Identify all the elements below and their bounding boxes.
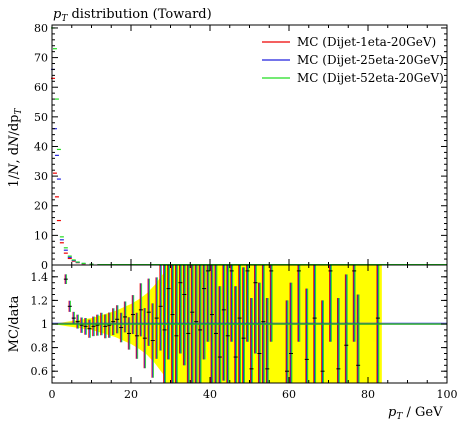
chart-title: pT distribution (Toward) bbox=[53, 7, 212, 24]
upper-ytick-label-1: 10 bbox=[34, 229, 48, 242]
lower-ytick-label-4: 1.4 bbox=[31, 271, 49, 284]
upper-ytick-label-4: 40 bbox=[34, 140, 48, 153]
legend-label-2: MC (Dijet-52eta-20GeV) bbox=[297, 71, 444, 85]
lower-ylabel: MC/data bbox=[7, 295, 22, 352]
upper-ytick-label-3: 30 bbox=[34, 170, 48, 183]
upper-ytick-label-0: 0 bbox=[41, 259, 48, 272]
legend-label-0: MC (Dijet-1eta-20GeV) bbox=[297, 35, 436, 49]
lower-plot-area: 0.6 0.8 1 1.2 1.4 0 20 40 60 80 100 bbox=[31, 264, 458, 401]
svg-text:1/N, dN/dpT: 1/N, dN/dpT bbox=[7, 107, 24, 187]
upper-ytick-label-7: 70 bbox=[34, 52, 48, 65]
xtick-label-3: 60 bbox=[282, 388, 296, 401]
legend: MC (Dijet-1eta-20GeV) MC (Dijet-25eta-20G… bbox=[262, 35, 444, 85]
svg-text:MC/data: MC/data bbox=[7, 295, 22, 352]
xtick-label-0: 0 bbox=[49, 388, 56, 401]
xtick-label-4: 80 bbox=[361, 388, 375, 401]
xtick-label-1: 20 bbox=[124, 388, 138, 401]
lower-ytick-label-2: 1 bbox=[41, 318, 48, 331]
xlabel: pT / GeV bbox=[388, 405, 443, 422]
lower-ytick-label-0: 0.6 bbox=[31, 365, 49, 378]
upper-ytick-label-2: 20 bbox=[34, 200, 48, 213]
xtick-label-2: 40 bbox=[203, 388, 217, 401]
upper-ylabel: 1/N, dN/dpT bbox=[7, 107, 24, 187]
upper-ytick-label-8: 80 bbox=[34, 22, 48, 35]
xtick-label-5: 100 bbox=[437, 388, 458, 401]
lower-ytick-label-1: 0.8 bbox=[31, 342, 49, 355]
lower-ytick-label-3: 1.2 bbox=[31, 294, 49, 307]
upper-ytick-label-6: 60 bbox=[34, 81, 48, 94]
upper-ytick-label-5: 50 bbox=[34, 111, 48, 124]
legend-label-1: MC (Dijet-25eta-20GeV) bbox=[297, 53, 444, 67]
